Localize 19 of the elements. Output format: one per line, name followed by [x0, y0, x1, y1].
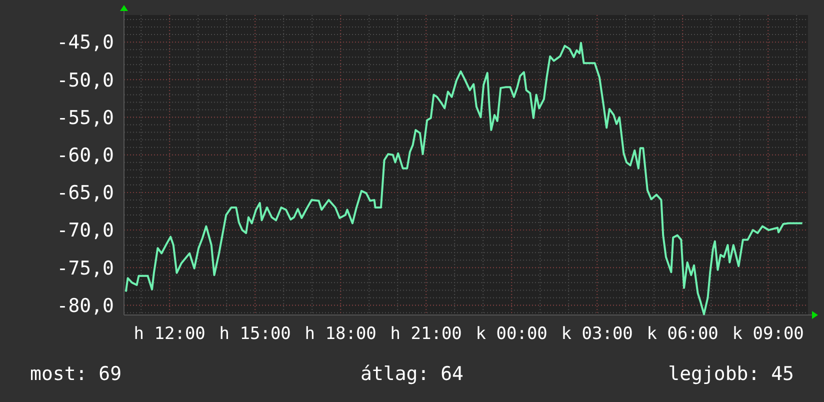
y-tick-label: -50,0 — [56, 69, 114, 92]
x-tick-label: k 00:00 — [476, 324, 548, 344]
x-tick-label: h 21:00 — [390, 324, 462, 344]
y-tick-label: -70,0 — [56, 220, 114, 242]
x-tick-label: h 12:00 — [134, 324, 206, 344]
x-tick-label: k 09:00 — [732, 324, 804, 344]
y-tick-label: -55,0 — [56, 106, 114, 129]
y-tick-label: -80,0 — [56, 294, 114, 317]
text: átlag: 64 — [360, 363, 464, 385]
text: most: 69 — [30, 363, 122, 385]
x-tick-label: k 06:00 — [646, 324, 718, 344]
y-tick-label: -75,0 — [56, 257, 114, 280]
y-tick-label: -45,0 — [56, 32, 114, 54]
x-tick-label: h 15:00 — [219, 324, 291, 344]
text: legjobb: 45 — [668, 363, 794, 385]
x-tick-label: h 18:00 — [304, 324, 376, 344]
y-tick-label: -60,0 — [56, 144, 114, 166]
y-tick-label: -65,0 — [56, 182, 114, 204]
x-tick-label: k 03:00 — [561, 324, 633, 344]
